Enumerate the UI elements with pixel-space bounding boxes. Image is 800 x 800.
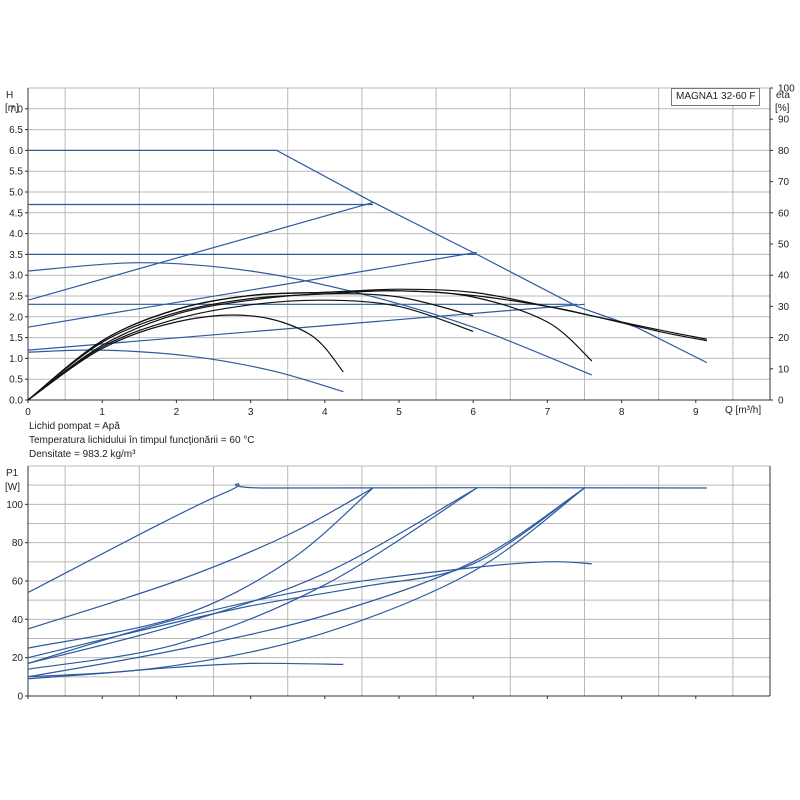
y2-tick-label: 50: [778, 240, 790, 251]
y-tick-label: 6.5: [9, 125, 23, 136]
head-chart-axes: [25, 87, 773, 403]
y2-tick-label: 80: [778, 146, 790, 157]
efficiency-curve: [27, 314, 344, 401]
y-tick-label: 5.5: [9, 167, 23, 178]
efficiency-curve: [27, 288, 708, 401]
liquid-info: Lichid pompat = Apă: [29, 421, 120, 432]
y-tick-label: 0.5: [9, 375, 23, 386]
y-tick-label: 2.0: [9, 312, 23, 323]
flow-axis-label: Q [m³/h]: [725, 405, 761, 416]
y-tick-label: 0: [17, 692, 23, 703]
x-tick-label: 3: [248, 407, 254, 418]
efficiency-axis-unit: [%]: [775, 103, 790, 114]
head-chart-curves: [27, 149, 708, 401]
y-tick-label: 100: [6, 500, 23, 511]
power-curve: [27, 487, 585, 680]
power-curve: [27, 487, 585, 678]
efficiency-axis-label: eta: [776, 90, 790, 101]
head-axis-label: H: [6, 90, 13, 101]
density-info: Densitate = 983.2 kg/m³: [29, 449, 136, 460]
power-axis-label: P1: [6, 468, 19, 479]
y-tick-label: 2.5: [9, 292, 23, 303]
power-curve: [27, 487, 374, 630]
x-tick-label: 6: [470, 407, 476, 418]
x-tick-label: 9: [693, 407, 699, 418]
head-axis-unit: [m]: [5, 103, 19, 114]
y-tick-label: 0.0: [9, 396, 23, 407]
power-axis-unit: [W]: [5, 482, 20, 493]
y-tick-label: 4.5: [9, 208, 23, 219]
y-tick-label: 20: [12, 653, 24, 664]
efficiency-curve: [27, 293, 474, 401]
x-tick-label: 0: [25, 407, 31, 418]
head-curve: [27, 251, 477, 328]
y-tick-label: 80: [12, 538, 24, 549]
power-curve: [27, 561, 592, 664]
efficiency-curve: [27, 290, 708, 401]
y2-tick-label: 30: [778, 302, 790, 313]
y2-tick-label: 20: [778, 333, 790, 344]
y2-tick-label: 100: [778, 84, 795, 95]
y2-tick-label: 70: [778, 177, 790, 188]
y-tick-label: 7.0: [9, 104, 23, 115]
x-tick-label: 2: [174, 407, 180, 418]
head-curve: [27, 262, 593, 376]
y-tick-label: 6.0: [9, 146, 23, 157]
head-chart-tick-labels: 0.0 0.5 1.0 1.5 2.0 2.5 3.0 3.5 4.0 4.5 5.0 5.5 6.0 6…: [9, 84, 795, 419]
x-tick-label: 1: [99, 407, 105, 418]
head-chart-grid: [28, 87, 770, 400]
head-curve: [27, 201, 374, 301]
power-curve: [27, 487, 585, 659]
head-curve: [27, 303, 585, 351]
power-curve: [27, 487, 478, 670]
temperature-info: Temperatura lichidului în timpul funcţio…: [29, 435, 255, 446]
power-curve: [27, 487, 478, 664]
y-tick-label: 1.5: [9, 333, 23, 344]
y-tick-label: 60: [12, 577, 24, 588]
pump-model-label: MAGNA1 32-60 F: [671, 88, 761, 106]
x-tick-label: 5: [396, 407, 402, 418]
y2-tick-label: 90: [778, 115, 790, 126]
y-tick-label: 1.0: [9, 354, 23, 365]
y2-tick-label: 40: [778, 271, 790, 282]
y-tick-label: 3.0: [9, 271, 23, 282]
power-chart-axes: [25, 466, 771, 699]
efficiency-curve: [27, 290, 593, 401]
y2-tick-label: 10: [778, 364, 790, 375]
power-chart-curves: [27, 483, 707, 680]
y-tick-label: 3.5: [9, 250, 23, 261]
x-tick-label: 4: [322, 407, 328, 418]
efficiency-curve: [27, 299, 474, 401]
y-tick-label: 4.0: [9, 229, 23, 240]
x-tick-label: 7: [545, 407, 551, 418]
power-curve: [27, 662, 344, 678]
power-curve: [27, 487, 374, 649]
x-tick-label: 8: [619, 407, 625, 418]
power-chart-tick-labels: 0 20 40 60 80 100: [6, 500, 23, 703]
y-tick-label: 5.0: [9, 188, 23, 199]
power-curve: [27, 483, 707, 594]
y2-tick-label: 60: [778, 208, 790, 219]
y-tick-label: 40: [12, 615, 24, 626]
head-curve: [27, 349, 344, 393]
y2-tick-label: 0: [778, 396, 784, 407]
